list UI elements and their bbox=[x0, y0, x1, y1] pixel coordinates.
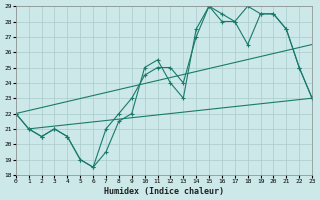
X-axis label: Humidex (Indice chaleur): Humidex (Indice chaleur) bbox=[104, 187, 224, 196]
